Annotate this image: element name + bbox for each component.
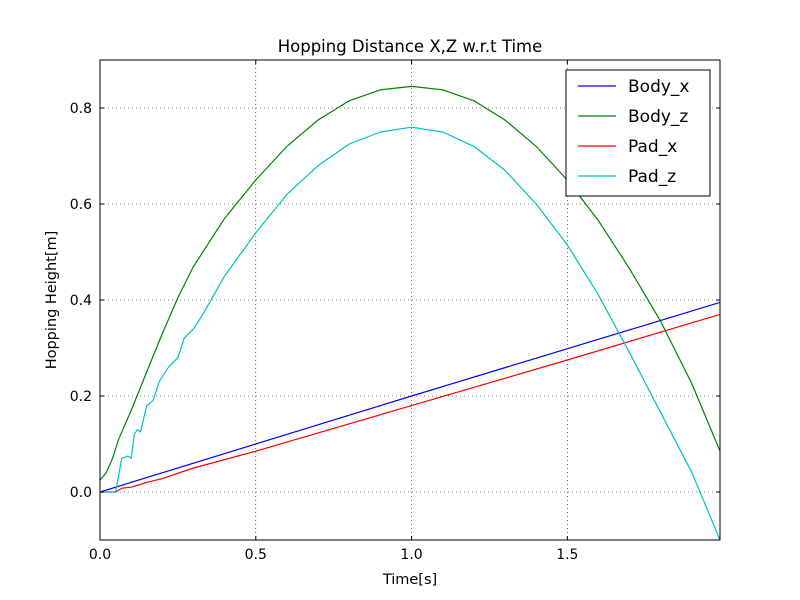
y-tick-label: 0.8 [70, 101, 92, 117]
y-axis-label: Hopping Height[m] [44, 231, 60, 370]
series-group [100, 85, 720, 540]
legend-label: Pad_x [628, 137, 677, 157]
y-tick-label: 0.6 [70, 197, 92, 213]
x-tick-label: 0.5 [245, 547, 267, 563]
x-tick-label: 1.0 [400, 547, 422, 563]
series-line-body-x [100, 301, 720, 493]
ticks: 0.0 0.5 1.0 1.5 0.0 0.2 0.4 0.6 0.8 [70, 60, 720, 563]
series-line-pad-x [100, 313, 720, 493]
legend-label: Pad_z [628, 167, 676, 187]
chart-title: Hopping Distance X,Z w.r.t Time [278, 37, 543, 56]
legend-label: Body_z [628, 107, 688, 127]
legend-box [565, 69, 711, 197]
legend-label: Body_x [628, 77, 689, 97]
x-tick-label: 1.5 [556, 547, 578, 563]
x-tick-label: 0.0 [89, 547, 111, 563]
series-line-body-z [100, 85, 720, 481]
x-axis-label: Time[s] [382, 572, 437, 588]
y-tick-label: 0.0 [70, 485, 92, 501]
y-tick-label: 0.2 [70, 389, 92, 405]
series-line-pad-z [100, 126, 720, 540]
legend: Body_x Body_z Pad_x Pad_z [565, 69, 711, 197]
y-tick-label: 0.4 [70, 293, 92, 309]
